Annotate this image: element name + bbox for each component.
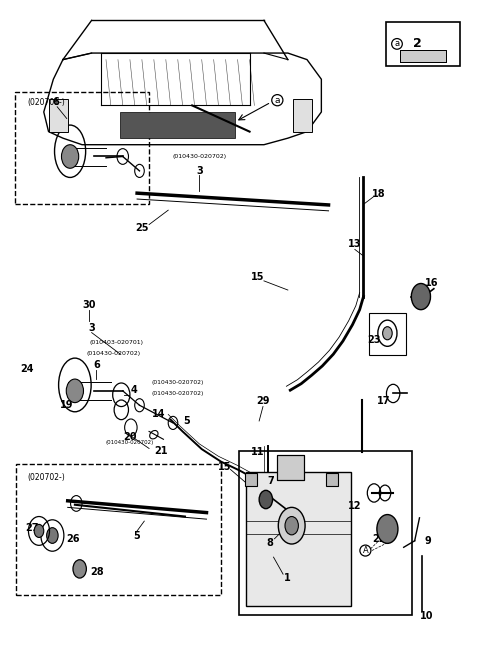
Text: A: A bbox=[362, 546, 368, 555]
Text: 6: 6 bbox=[52, 97, 59, 107]
Bar bbox=[245, 474, 257, 486]
Text: 21: 21 bbox=[154, 446, 168, 456]
Bar bbox=[120, 112, 235, 138]
Text: a: a bbox=[395, 39, 399, 49]
Circle shape bbox=[377, 514, 398, 543]
Bar bbox=[16, 464, 221, 595]
Text: 28: 28 bbox=[91, 567, 104, 577]
Text: 30: 30 bbox=[83, 300, 96, 310]
Bar bbox=[369, 313, 406, 356]
Text: (010403-020701): (010403-020701) bbox=[89, 340, 143, 345]
Text: (010430-020702): (010430-020702) bbox=[172, 154, 227, 159]
Text: 3: 3 bbox=[196, 166, 203, 176]
Text: 16: 16 bbox=[425, 279, 438, 289]
Circle shape bbox=[285, 516, 299, 535]
Text: 11: 11 bbox=[252, 447, 265, 457]
Circle shape bbox=[47, 527, 58, 543]
Text: 27: 27 bbox=[25, 523, 38, 533]
Text: 2: 2 bbox=[413, 37, 421, 51]
Text: 4: 4 bbox=[131, 384, 137, 394]
Text: (020701-): (020701-) bbox=[27, 98, 65, 107]
Text: 9: 9 bbox=[424, 536, 431, 546]
Text: (010430-020702): (010430-020702) bbox=[152, 391, 204, 396]
Text: (010430-020702): (010430-020702) bbox=[152, 380, 204, 384]
Text: 19: 19 bbox=[60, 400, 73, 409]
Text: a: a bbox=[275, 96, 280, 105]
Circle shape bbox=[73, 560, 86, 578]
Bar bbox=[277, 455, 304, 480]
Text: 29: 29 bbox=[256, 396, 270, 406]
Circle shape bbox=[61, 145, 79, 169]
Bar bbox=[386, 22, 460, 66]
Circle shape bbox=[411, 283, 431, 310]
Text: 10: 10 bbox=[420, 611, 433, 621]
Circle shape bbox=[383, 327, 392, 340]
Circle shape bbox=[34, 524, 44, 537]
Bar bbox=[277, 455, 304, 480]
Text: 15: 15 bbox=[218, 462, 231, 472]
Text: 12: 12 bbox=[348, 501, 361, 511]
Text: 5: 5 bbox=[134, 531, 141, 541]
Text: 14: 14 bbox=[152, 409, 166, 419]
Text: 6: 6 bbox=[93, 360, 100, 371]
Text: (010430-020702): (010430-020702) bbox=[86, 352, 140, 356]
Circle shape bbox=[259, 490, 273, 508]
Bar bbox=[293, 99, 312, 132]
Text: (010430-020702): (010430-020702) bbox=[106, 440, 154, 445]
Text: 13: 13 bbox=[348, 239, 361, 249]
Text: 15: 15 bbox=[252, 272, 265, 282]
Text: 25: 25 bbox=[135, 224, 149, 234]
Bar bbox=[246, 472, 351, 606]
Bar bbox=[326, 474, 338, 486]
Text: 7: 7 bbox=[268, 476, 275, 485]
Text: 5: 5 bbox=[183, 416, 190, 426]
Bar bbox=[15, 92, 149, 203]
Bar bbox=[48, 99, 68, 132]
Text: 20: 20 bbox=[123, 432, 137, 442]
Text: 18: 18 bbox=[372, 189, 385, 199]
Text: (020702-): (020702-) bbox=[27, 473, 65, 482]
Text: 26: 26 bbox=[66, 534, 79, 544]
Circle shape bbox=[66, 379, 84, 403]
Circle shape bbox=[278, 507, 305, 544]
Text: 1: 1 bbox=[284, 573, 290, 583]
Text: 8: 8 bbox=[266, 538, 273, 548]
Text: 24: 24 bbox=[20, 364, 34, 374]
Bar bbox=[400, 51, 446, 62]
Bar bbox=[239, 451, 412, 615]
Text: 22: 22 bbox=[372, 534, 385, 544]
Text: 17: 17 bbox=[377, 396, 390, 406]
Text: 3: 3 bbox=[88, 323, 95, 333]
Text: 23: 23 bbox=[367, 335, 381, 345]
Bar bbox=[400, 51, 446, 62]
